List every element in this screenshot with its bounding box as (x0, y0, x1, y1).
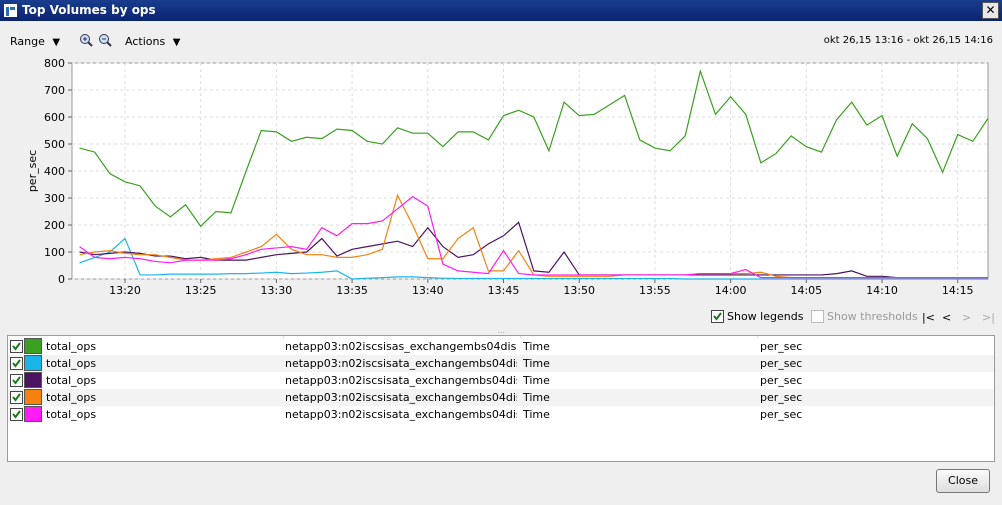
x-tick-label: 13:50 (563, 284, 595, 297)
series-line (79, 237, 988, 280)
series-line (79, 195, 988, 279)
y-tick-label: 400 (44, 165, 65, 178)
x-tick-label: 13:25 (185, 284, 217, 297)
title-bar: Top Volumes by ops ✕ (0, 0, 1002, 21)
splitter[interactable]: ::: (497, 329, 506, 338)
range-menu[interactable]: Range ▼ (10, 35, 61, 48)
actions-menu[interactable]: Actions ▼ (125, 35, 181, 48)
series-name: total_ops (46, 391, 97, 404)
series-name: total_ops (46, 357, 97, 370)
checkbox (811, 310, 824, 323)
series-x-unit: Time (523, 374, 550, 387)
series-unit: per_sec (760, 340, 803, 353)
x-tick-label: 14:10 (866, 284, 898, 297)
window-title: Top Volumes by ops (22, 3, 156, 17)
checkbox[interactable] (10, 391, 23, 404)
legend-swatch (24, 372, 42, 388)
series-line (79, 221, 988, 279)
legend-swatch (24, 355, 42, 371)
x-tick-label: 13:55 (639, 284, 671, 297)
y-tick-label: 600 (44, 111, 65, 124)
window-icon (4, 4, 17, 17)
legend-row: total_ops netapp03:n02iscsisata_exchangem… (8, 389, 994, 406)
checkbox[interactable] (711, 310, 724, 323)
series-x-unit: Time (523, 357, 550, 370)
series-name: total_ops (46, 340, 97, 353)
legend-swatch (24, 406, 42, 422)
series-object: netapp03:n02iscsisas_exchangembs04disk0.… (285, 340, 517, 353)
checkbox[interactable] (10, 408, 23, 421)
legend-swatch (24, 338, 42, 354)
x-tick-label: 13:40 (412, 284, 444, 297)
y-tick-label: 800 (44, 57, 65, 70)
series-unit: per_sec (760, 357, 803, 370)
series-unit: per_sec (760, 374, 803, 387)
time-range: okt 26,15 13:16 - okt 26,15 14:16 (823, 35, 993, 46)
legend-row: total_ops netapp03:n02iscsisata_exchangem… (8, 372, 994, 389)
nav-button[interactable]: < (942, 311, 952, 324)
series-object: netapp03:n02iscsisata_exchangembs04disk0… (285, 391, 517, 404)
series-x-unit: Time (523, 408, 550, 421)
series-name: total_ops (46, 408, 97, 421)
x-tick-label: 13:35 (336, 284, 368, 297)
nav-button: > (962, 311, 972, 324)
window-close[interactable]: ✕ (982, 2, 999, 19)
y-tick-label: 500 (44, 138, 65, 151)
y-axis-label: per_sec (26, 150, 39, 192)
y-tick-label: 700 (44, 84, 65, 97)
legend-row: total_ops netapp03:n02iscsisas_exchangemb… (8, 338, 994, 355)
checkbox[interactable] (10, 374, 23, 387)
x-tick-label: 14:05 (790, 284, 822, 297)
x-tick-label: 13:45 (488, 284, 520, 297)
x-tick-label: 13:20 (109, 284, 141, 297)
legend-swatch (24, 389, 42, 405)
zoom-buttons[interactable] (79, 33, 115, 49)
y-tick-label: 0 (58, 273, 65, 286)
series-object: netapp03:n02iscsisata_exchangembs04disk0… (285, 374, 517, 387)
legend-row: total_ops netapp03:n02iscsisata_exchangem… (8, 355, 994, 372)
actions-label: Actions (125, 35, 166, 48)
series-name: total_ops (46, 374, 97, 387)
y-tick-label: 200 (44, 219, 65, 232)
nav-button: >| (982, 311, 995, 324)
series-unit: per_sec (760, 391, 803, 404)
nav-button[interactable]: |< (922, 311, 935, 324)
x-tick-label: 14:00 (715, 284, 747, 297)
x-tick-label: 13:30 (261, 284, 293, 297)
series-unit: per_sec (760, 408, 803, 421)
checkbox[interactable] (10, 340, 23, 353)
checkbox[interactable] (10, 357, 23, 370)
series-object: netapp03:n02iscsisata_exchangembs04disk0… (285, 408, 517, 421)
legend-row: total_ops netapp03:n02iscsisata_exchangem… (8, 406, 994, 423)
series-x-unit: Time (523, 340, 550, 353)
y-tick-label: 100 (44, 246, 65, 259)
show-legends-label: Show legends (727, 310, 804, 323)
legend-table: total_ops netapp03:n02iscsisas_exchangemb… (7, 335, 995, 462)
x-tick-label: 14:15 (942, 284, 974, 297)
series-x-unit: Time (523, 391, 550, 404)
show-thresholds-label: Show thresholds (827, 310, 918, 323)
y-tick-label: 300 (44, 192, 65, 205)
series-line (79, 68, 989, 228)
chart: per_sec 0 100 200 300 400 500 600 700 800 13:20 13… (26, 57, 989, 297)
range-label: Range (10, 35, 45, 48)
series-object: netapp03:n02iscsisata_exchangembs04disk0… (285, 357, 517, 370)
close-button[interactable]: Close (936, 469, 990, 493)
